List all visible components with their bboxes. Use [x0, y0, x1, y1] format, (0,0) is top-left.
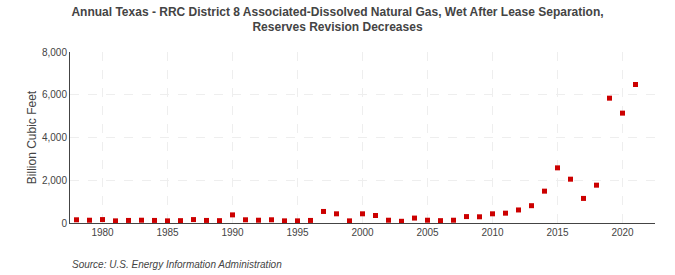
svg-text:1995: 1995: [286, 227, 309, 238]
svg-text:Annual Texas - RRC District 8: Annual Texas - RRC District 8 Associated…: [71, 5, 603, 35]
svg-text:2020: 2020: [611, 227, 634, 238]
svg-text:2010: 2010: [481, 227, 504, 238]
svg-text:1985: 1985: [156, 227, 179, 238]
svg-text:6,000: 6,000: [42, 89, 67, 100]
svg-text:4,000: 4,000: [42, 132, 67, 143]
svg-text:Source: U.S. Energy Informatio: Source: U.S. Energy Information Administ…: [72, 259, 282, 270]
svg-text:1990: 1990: [221, 227, 244, 238]
svg-text:1980: 1980: [91, 227, 114, 238]
svg-text:2005: 2005: [416, 227, 439, 238]
svg-text:8,000: 8,000: [42, 47, 67, 58]
svg-text:Billion Cubic Feet: Billion Cubic Feet: [25, 90, 39, 184]
svg-text:2015: 2015: [546, 227, 569, 238]
svg-text:0: 0: [61, 218, 67, 229]
svg-text:2,000: 2,000: [42, 175, 67, 186]
svg-text:2000: 2000: [351, 227, 374, 238]
